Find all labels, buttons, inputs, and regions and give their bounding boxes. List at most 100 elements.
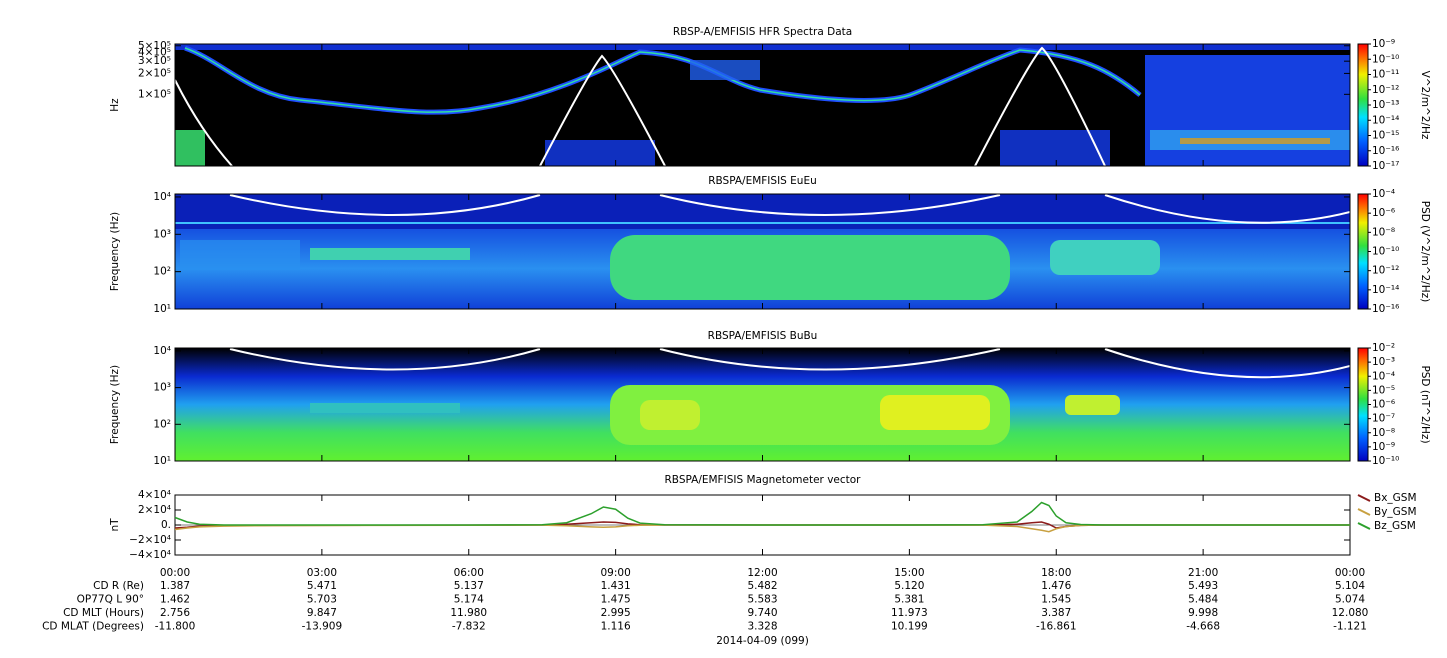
colorbar-tick-label: 10⁻¹⁵: [1372, 130, 1399, 142]
y-tick-label: 4×10⁵: [138, 46, 171, 58]
row-value: 9.847: [307, 607, 337, 619]
row-value: 5.703: [307, 594, 337, 606]
row-value: 11.980: [450, 607, 487, 619]
row-value: 5.174: [454, 594, 484, 606]
row-value: 1.431: [601, 580, 631, 592]
legend-swatch: [1357, 508, 1371, 516]
y-tick-label: 5×10⁵: [138, 40, 171, 52]
colorbar-tick-label: 10⁻⁶: [1372, 207, 1395, 219]
row-value: -7.832: [452, 621, 486, 633]
colorbar-tick-label: 10⁻³: [1372, 356, 1395, 368]
row-label: CD MLT (Hours): [63, 607, 144, 619]
row-value: -16.861: [1036, 621, 1077, 633]
row-value: 2.756: [160, 607, 190, 619]
colorbar-tick-label: 10⁻¹¹: [1372, 69, 1399, 81]
row-value: 1.545: [1041, 594, 1071, 606]
row-value: 5.484: [1188, 594, 1218, 606]
row-value: 1.476: [1041, 580, 1071, 592]
legend-swatch: [1357, 522, 1371, 530]
colorbar-tick-label: 10⁻¹⁰: [1372, 246, 1399, 258]
x-tick-label: 15:00: [894, 567, 924, 579]
y-tick-label: 10³: [153, 228, 171, 240]
row-value: 5.104: [1335, 580, 1365, 592]
y-tick-label: 0.: [161, 519, 171, 531]
x-tick-label: 00:00: [160, 567, 190, 579]
y-axis-label: Frequency (Hz): [109, 365, 121, 444]
row-value: 1.116: [601, 621, 631, 633]
x-tick-label: 06:00: [454, 567, 484, 579]
row-value: -11.800: [155, 621, 196, 633]
colorbar-tick-label: 10⁻⁹: [1372, 441, 1395, 453]
row-value: 5.583: [747, 594, 777, 606]
colorbar-tick-label: 10⁻⁴: [1372, 188, 1395, 200]
y-axis-label: nT: [109, 518, 121, 532]
row-value: -4.668: [1186, 621, 1220, 633]
row-value: 5.120: [894, 580, 924, 592]
colorbar: [1357, 193, 1369, 310]
row-value: -13.909: [302, 621, 343, 633]
y-tick-label: 10¹: [153, 455, 171, 467]
legend-label: Bz_GSM: [1374, 520, 1416, 532]
colorbar-tick-label: 10⁻¹⁶: [1372, 145, 1399, 157]
y-tick-label: 10²: [153, 418, 171, 430]
colorbar-tick-label: 10⁻¹⁰: [1372, 455, 1399, 467]
y-tick-label: 1×10⁵: [138, 88, 171, 100]
hfr-spectrogram-image: [175, 44, 1350, 166]
y-axis-label: Hz: [109, 98, 121, 112]
row-value: 2.995: [601, 607, 631, 619]
row-label: OP77Q L 90°: [77, 594, 144, 606]
row-value: 3.387: [1041, 607, 1071, 619]
row-value: 5.482: [747, 580, 777, 592]
y-tick-label: 2×10⁴: [138, 504, 171, 516]
colorbar-label: PSD (nT^2/Hz): [1419, 365, 1431, 443]
y-tick-label: 10⁴: [153, 191, 171, 203]
colorbar-tick-label: 10⁻⁷: [1372, 413, 1395, 425]
colorbar-tick-label: 10⁻¹²: [1372, 84, 1399, 96]
y-tick-label: 3×10⁵: [138, 55, 171, 67]
panel-title: RBSP-A/EMFISIS HFR Spectra Data: [673, 26, 852, 38]
x-tick-label: 09:00: [600, 567, 630, 579]
colorbar-tick-label: 10⁻¹³: [1372, 99, 1399, 111]
colorbar-tick-label: 10⁻¹⁴: [1372, 114, 1399, 126]
colorbar-tick-label: 10⁻¹⁴: [1372, 284, 1399, 296]
colorbar: [1357, 43, 1369, 167]
panel-title: RBSPA/EMFISIS Magnetometer vector: [665, 474, 862, 486]
legend-swatch: [1357, 494, 1371, 502]
row-label: CD R (Re): [93, 580, 144, 592]
colorbar-tick-label: 10⁻⁹: [1372, 38, 1395, 50]
y-tick-label: 4×10⁴: [138, 489, 171, 501]
y-tick-label: 10¹: [153, 303, 171, 315]
row-value: 1.462: [160, 594, 190, 606]
y-tick-label: 10³: [153, 382, 171, 394]
row-value: 5.137: [454, 580, 484, 592]
row-value: 5.381: [894, 594, 924, 606]
legend-label: By_GSM: [1374, 506, 1417, 518]
y-tick-label: −2×10⁴: [129, 534, 171, 546]
series-line: [174, 501, 1350, 526]
colorbar-tick-label: 10⁻¹⁰: [1372, 53, 1399, 65]
eueu-spectrogram-image: [175, 194, 1350, 309]
row-value: 5.493: [1188, 580, 1218, 592]
row-value: 1.475: [601, 594, 631, 606]
row-value: 9.998: [1188, 607, 1218, 619]
x-tick-label: 00:00: [1335, 567, 1365, 579]
y-tick-label: 10⁴: [153, 345, 171, 357]
row-value: 10.199: [891, 621, 928, 633]
colorbar-label: V^2/m^2/Hz: [1419, 71, 1431, 140]
y-tick-label: 10²: [153, 266, 171, 278]
colorbar-tick-label: 10⁻¹⁶: [1372, 303, 1399, 315]
row-value: 5.471: [307, 580, 337, 592]
bubu-spectrogram-image: [175, 348, 1350, 461]
colorbar-label: PSD (V^2/m^2/Hz): [1419, 201, 1431, 302]
row-value: 11.973: [891, 607, 928, 619]
series-line: [174, 524, 1350, 533]
y-tick-label: −4×10⁴: [129, 549, 171, 561]
legend-label: Bx_GSM: [1374, 492, 1417, 504]
colorbar-tick-label: 10⁻⁴: [1372, 370, 1395, 382]
row-value: 5.074: [1335, 594, 1365, 606]
colorbar-tick-label: 10⁻¹⁷: [1372, 160, 1399, 172]
row-value: 9.740: [747, 607, 777, 619]
colorbar-tick-label: 10⁻¹²: [1372, 265, 1399, 277]
row-label: CD MLAT (Degrees): [42, 621, 144, 633]
